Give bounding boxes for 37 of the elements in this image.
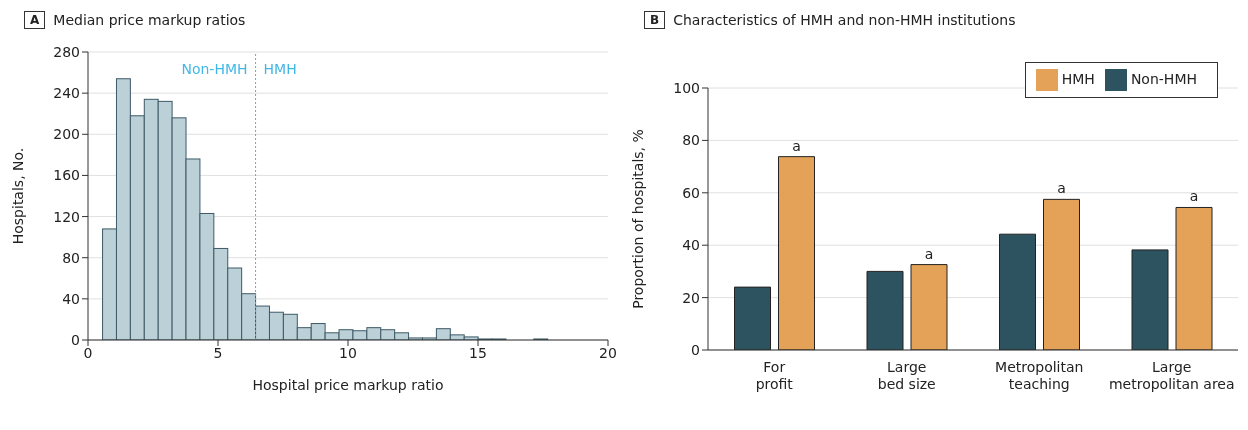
y-tick-label: 80 <box>682 132 700 149</box>
y-tick-label: 160 <box>53 167 80 184</box>
annotation: a <box>1057 180 1066 197</box>
legend-label: Non-HMH <box>1130 71 1197 87</box>
x-tick-label: Large metropolitan area <box>1108 359 1235 392</box>
y-tick-label: 240 <box>53 85 80 102</box>
x-tick-label: 10 <box>339 344 357 361</box>
y-tick-label: 80 <box>62 249 80 266</box>
annotation: Non-HMH <box>181 61 248 77</box>
x-axis-title: Hospital price markup ratio <box>252 377 444 393</box>
x-tick-label: 5 <box>213 344 223 361</box>
x-tick-label: For profit <box>755 359 794 392</box>
y-tick-label: 280 <box>53 43 80 60</box>
y-tick-label: 120 <box>53 208 80 225</box>
y-tick-label: 60 <box>682 184 700 201</box>
chart-title: Characteristics of HMH and non-HMH institutions <box>673 12 1016 28</box>
y-tick-label: 0 <box>71 331 80 348</box>
y-axis-title: Hospitals, No. <box>9 147 26 245</box>
x-tick-label: 20 <box>599 344 617 361</box>
y-tick-label: 40 <box>62 290 80 307</box>
legend-label: HMH <box>1061 71 1095 87</box>
text: A <box>24 11 46 29</box>
x-tick-label: Metropolitan teaching <box>995 359 1084 392</box>
chart-title: Median price markup ratios <box>53 12 246 28</box>
annotation: HMH <box>263 61 297 77</box>
annotation: a <box>924 245 934 262</box>
x-tick-label: 0 <box>83 344 93 361</box>
y-tick-label: 100 <box>673 79 700 96</box>
annotation: a <box>792 137 801 154</box>
annotation: a <box>1189 188 1199 205</box>
y-tick-label: 40 <box>682 237 700 254</box>
y-tick-label: 20 <box>682 289 700 306</box>
text: B <box>644 11 666 29</box>
y-axis-title: Proportion of hospitals, % <box>629 129 646 309</box>
x-tick-label: 15 <box>469 344 487 361</box>
x-tick-label: Large bed size <box>877 359 936 392</box>
y-tick-label: 200 <box>53 126 80 143</box>
